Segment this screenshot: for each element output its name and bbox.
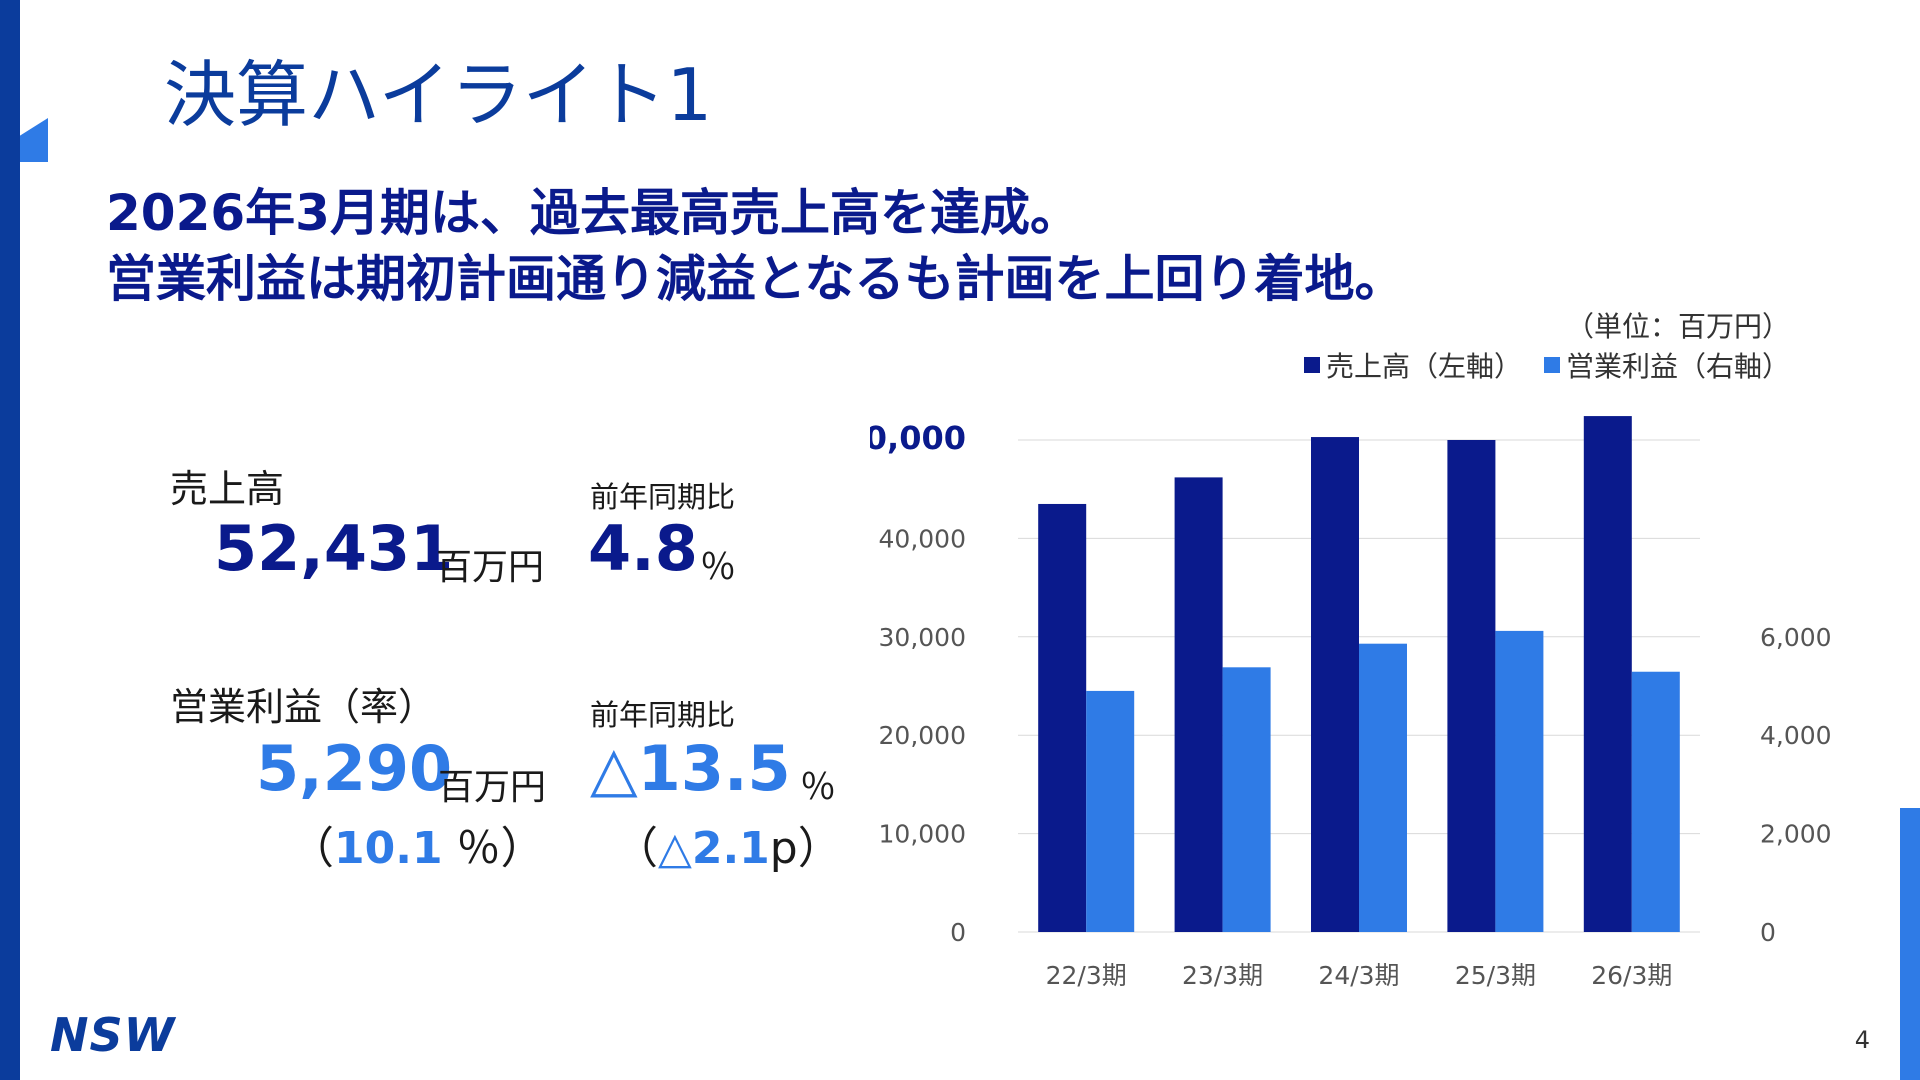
y-right-tick-label: 6,000 — [1760, 623, 1830, 652]
x-tick-label: 24/3期 — [1318, 961, 1399, 990]
sales-yoy-label: 前年同期比 — [590, 480, 736, 514]
sales-value: 52,431 — [214, 512, 454, 585]
bar-op-profit — [1631, 671, 1680, 932]
chart-legend: 売上高（左軸） 営業利益（右軸） — [1303, 345, 1790, 385]
legend-item-op-profit: 営業利益（右軸） — [1543, 345, 1790, 385]
corner-accent — [20, 118, 48, 162]
left-stripe — [0, 0, 20, 1080]
bar-sales — [1447, 440, 1496, 932]
legend-swatch-sales — [1303, 357, 1320, 373]
unit-note: （単位：百万円） — [1565, 310, 1790, 343]
op-margin: （10.1 ％） — [290, 812, 545, 876]
x-tick-label: 23/3期 — [1182, 961, 1263, 990]
x-tick-label: 22/3期 — [1046, 961, 1127, 990]
bar-sales — [1583, 416, 1632, 932]
y-left-tick-label: 10,000 — [879, 820, 966, 849]
right-accent — [1900, 808, 1920, 1080]
bar-sales — [1174, 477, 1223, 932]
op-margin-diff: （△2.1p） — [614, 812, 842, 876]
legend-swatch-op-profit — [1543, 357, 1560, 373]
page-number: 4 — [1854, 1026, 1870, 1054]
bar-op-profit — [1086, 690, 1135, 932]
op-margin-diff-open: （ — [614, 823, 658, 874]
y-left-tick-label: 20,000 — [879, 721, 966, 750]
bar-sales — [1311, 437, 1359, 932]
op-profit-yoy-unit: ％ — [800, 767, 837, 808]
company-logo: NSW — [50, 1008, 176, 1062]
op-margin-value: 10.1 — [334, 823, 443, 874]
op-margin-diff-close: p） — [769, 823, 842, 874]
op-profit-value: 5,290 — [256, 732, 453, 805]
headline: 2026年3月期は、過去最高売上高を達成。 営業利益は期初計画通り減益となるも計… — [106, 180, 1405, 312]
y-left-tick-label: 30,000 — [879, 623, 966, 652]
headline-line-2: 営業利益は期初計画通り減益となるも計画を上回り着地。 — [106, 250, 1405, 308]
op-profit-unit: 百万円 — [438, 767, 547, 808]
y-left-tick-label: 0 — [950, 918, 966, 947]
op-profit-label: 営業利益（率） — [170, 685, 437, 729]
op-margin-close: ％） — [442, 823, 545, 874]
y-left-tick-label: 50,000 — [870, 419, 966, 457]
page-title: 決算ハイライト1 — [164, 53, 713, 137]
y-right-tick-label: 0 — [1760, 918, 1776, 947]
bar-chart: 0 10,000 20,000 30,000 40,000 50,000 0 2,000 4,0… — [870, 416, 1830, 990]
sales-yoy-value: 4.8 — [588, 512, 698, 585]
sales-label: 売上高 — [170, 467, 285, 511]
op-profit-yoy-label: 前年同期比 — [590, 698, 736, 732]
bar-op-profit — [1222, 667, 1271, 932]
bar-sales — [1038, 503, 1087, 932]
bar-op-profit — [1359, 643, 1407, 932]
y-left-tick-label: 40,000 — [879, 524, 966, 553]
bar-op-profit — [1495, 630, 1544, 932]
legend-item-sales: 売上高（左軸） — [1303, 345, 1522, 385]
legend-label-op-profit: 営業利益（右軸） — [1565, 350, 1790, 383]
op-margin-open: （ — [290, 823, 334, 874]
sales-unit: 百万円 — [436, 547, 545, 588]
y-right-tick-label: 4,000 — [1760, 721, 1830, 750]
x-tick-label: 26/3期 — [1591, 961, 1672, 990]
legend-label-sales: 売上高（左軸） — [1325, 350, 1522, 383]
headline-line-1: 2026年3月期は、過去最高売上高を達成。 — [106, 184, 1080, 242]
op-margin-diff-value: △2.1 — [658, 823, 770, 874]
op-profit-yoy-value: △13.5 — [590, 732, 791, 805]
x-tick-label: 25/3期 — [1455, 961, 1536, 990]
sales-yoy-unit: ％ — [700, 547, 737, 588]
y-right-tick-label: 2,000 — [1760, 820, 1830, 849]
